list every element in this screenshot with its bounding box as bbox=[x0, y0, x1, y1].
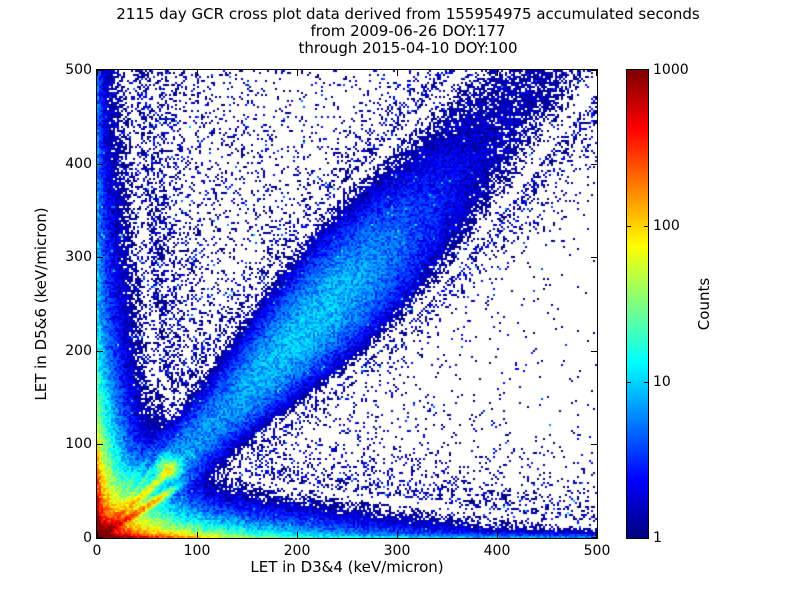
colorbar-tick bbox=[627, 382, 631, 383]
x-tick bbox=[297, 532, 298, 538]
x-tick-label: 400 bbox=[483, 543, 511, 559]
plot-area bbox=[96, 69, 598, 539]
chart-title: 2115 day GCR cross plot data derived fro… bbox=[0, 6, 800, 57]
colorbar-label: Counts bbox=[695, 277, 713, 331]
y-tick bbox=[591, 164, 597, 165]
colorbar-tick-label: 10 bbox=[653, 374, 671, 390]
colorbar-canvas bbox=[627, 70, 648, 538]
y-tick bbox=[591, 537, 597, 538]
x-tick bbox=[97, 70, 98, 76]
colorbar bbox=[626, 69, 649, 539]
y-tick-label: 400 bbox=[65, 155, 92, 172]
y-tick bbox=[591, 257, 597, 258]
x-tick bbox=[197, 70, 198, 76]
title-line-3: through 2015-04-10 DOY:100 bbox=[298, 39, 518, 57]
y-tick bbox=[97, 444, 103, 445]
y-tick-label: 0 bbox=[83, 530, 92, 546]
y-tick bbox=[97, 70, 103, 71]
y-tick bbox=[97, 164, 103, 165]
x-tick bbox=[397, 532, 398, 538]
y-tick bbox=[591, 70, 597, 71]
colorbar-tick-label: 1 bbox=[653, 530, 662, 546]
colorbar-tick-label: 1000 bbox=[653, 62, 689, 78]
x-tick-label: 300 bbox=[383, 543, 411, 559]
title-line-1: 2115 day GCR cross plot data derived fro… bbox=[116, 5, 700, 23]
x-tick bbox=[596, 532, 597, 538]
y-tick-label: 100 bbox=[65, 436, 92, 453]
x-tick-label: 500 bbox=[583, 543, 611, 559]
x-tick-label: 200 bbox=[283, 543, 311, 559]
x-tick bbox=[297, 70, 298, 76]
x-tick bbox=[497, 532, 498, 538]
x-tick bbox=[197, 532, 198, 538]
x-tick-label: 100 bbox=[183, 543, 211, 559]
y-axis-label: LET in D5&6 (keV/micron) bbox=[32, 207, 50, 401]
y-tick-label: 200 bbox=[65, 342, 92, 359]
y-tick-label: 500 bbox=[65, 62, 92, 78]
colorbar-tick bbox=[644, 382, 648, 383]
colorbar-tick bbox=[627, 226, 631, 227]
title-line-2: from 2009-06-26 DOY:177 bbox=[310, 22, 506, 40]
x-tick bbox=[596, 70, 597, 76]
y-tick bbox=[97, 537, 103, 538]
x-axis-label: LET in D3&4 (keV/micron) bbox=[250, 558, 444, 576]
y-tick bbox=[97, 257, 103, 258]
y-tick bbox=[591, 444, 597, 445]
y-tick bbox=[591, 351, 597, 352]
x-tick-label: 0 bbox=[92, 543, 102, 559]
y-tick bbox=[97, 351, 103, 352]
heatmap-canvas bbox=[97, 70, 597, 538]
y-tick-label: 300 bbox=[65, 249, 92, 266]
x-tick bbox=[497, 70, 498, 76]
x-tick bbox=[397, 70, 398, 76]
colorbar-tick bbox=[644, 226, 648, 227]
x-tick bbox=[97, 532, 98, 538]
colorbar-tick-label: 100 bbox=[653, 218, 680, 234]
